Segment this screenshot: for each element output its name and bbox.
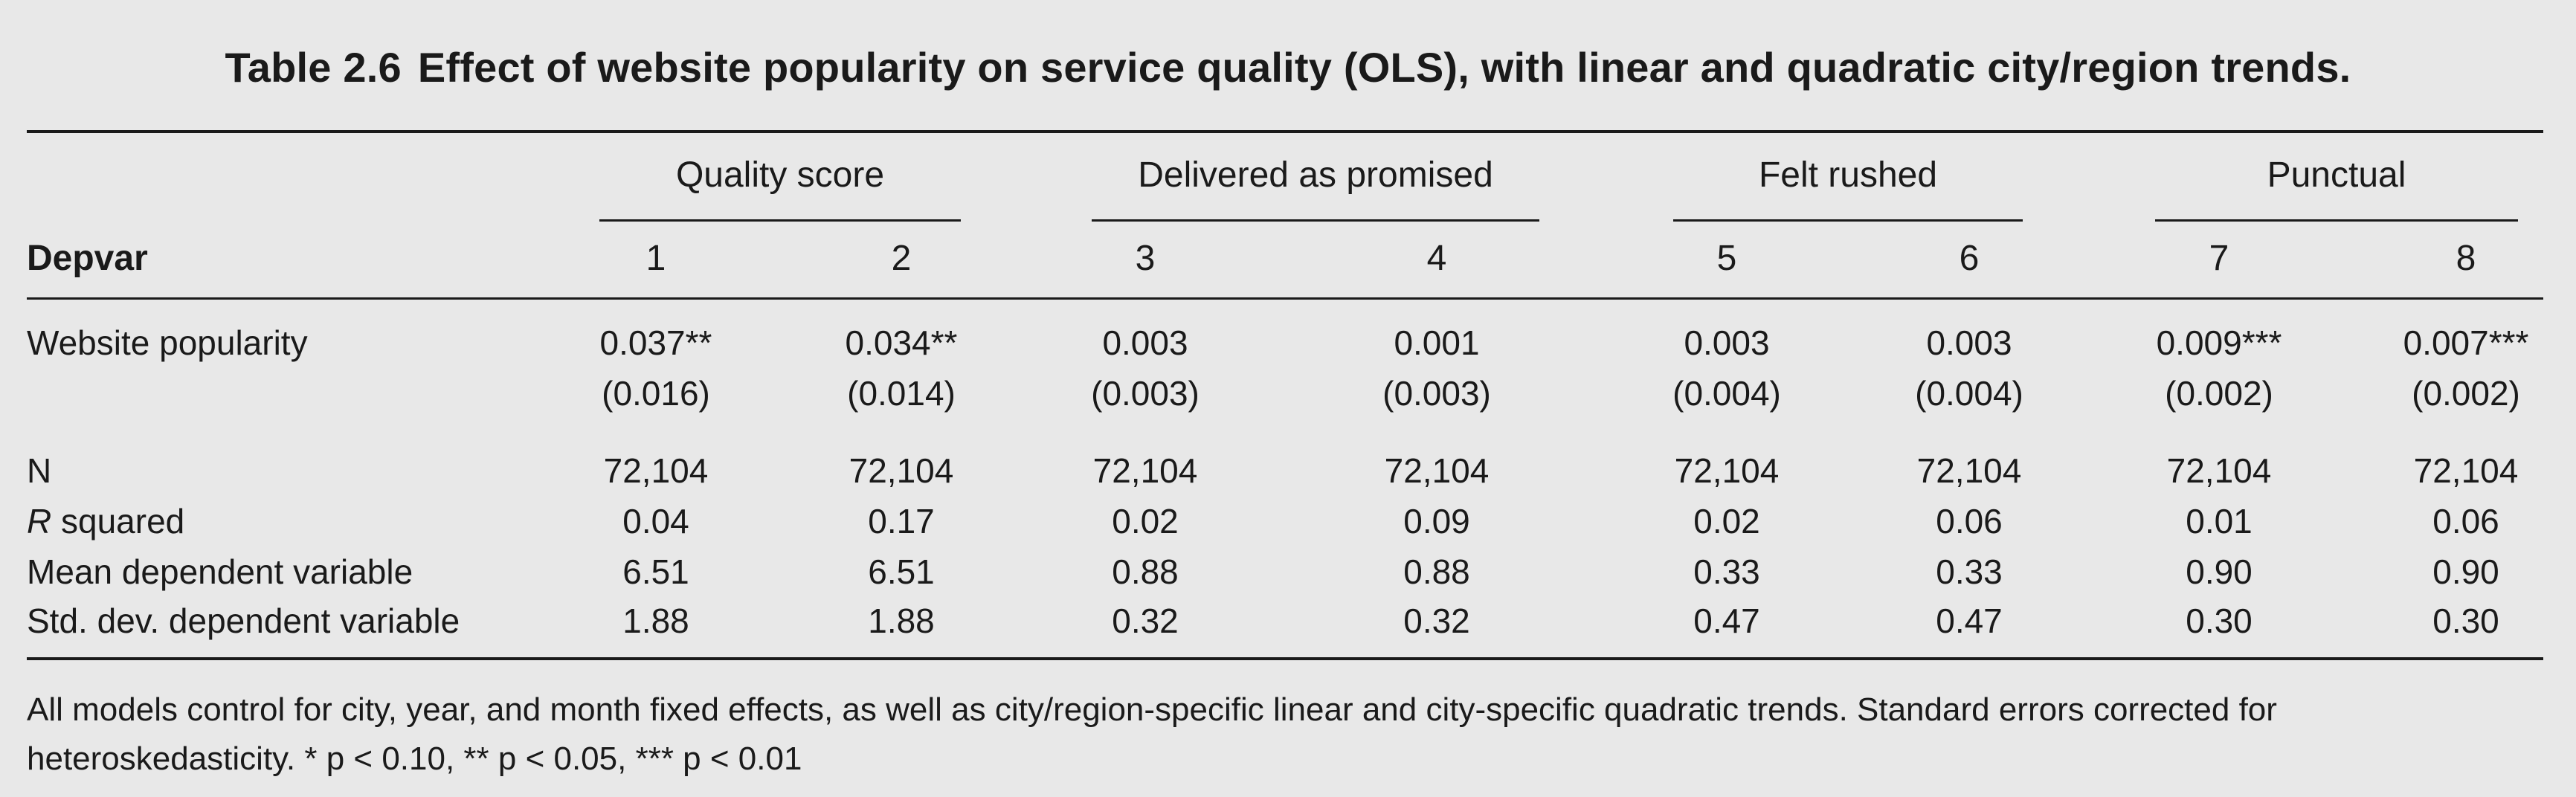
se-cell: (0.004) [1915, 374, 2023, 413]
n-cell: 72,104 [2166, 451, 2272, 490]
row-label-n: N [27, 451, 52, 490]
se-cell: (0.016) [602, 374, 710, 413]
sd-dep-cell: 1.88 [868, 601, 935, 640]
table-caption: Table 2.6 Effect of website popularity on… [0, 43, 2576, 91]
se-cell: (0.003) [1382, 374, 1491, 413]
mean-dep-cell: 0.88 [1403, 552, 1470, 591]
group-header-delivered-as-promised: Delivered as promised [1138, 155, 1493, 195]
sd-dep-cell: 1.88 [622, 601, 689, 640]
se-cell: (0.002) [2412, 374, 2520, 413]
table-note: All models control for city, year, and m… [27, 691, 2277, 777]
r-squared-cell: 0.06 [1936, 502, 2003, 541]
coef-cell: 0.009*** [2156, 323, 2282, 362]
group-header-punctual: Punctual [2267, 155, 2406, 195]
sd-dep-cell: 0.32 [1403, 601, 1470, 640]
mean-dep-cell: 0.90 [2432, 552, 2499, 591]
table-number: Table 2.6 [225, 44, 402, 91]
sd-dep-cell: 0.47 [1693, 601, 1760, 640]
row-label-r-squared: R squared [27, 501, 184, 541]
column-number-6: 6 [1959, 239, 1980, 278]
group-underline-punctual [2155, 219, 2518, 222]
r-squared-cell: 0.02 [1112, 502, 1179, 541]
mean-dep-cell: 6.51 [868, 552, 935, 591]
se-cell: (0.014) [847, 374, 956, 413]
coef-cell: 0.003 [1102, 323, 1188, 362]
se-cell: (0.004) [1672, 374, 1781, 413]
depvar-label: Depvar [27, 239, 148, 278]
r-squared-cell: 0.01 [2186, 502, 2253, 541]
mean-dep-cell: 0.88 [1112, 552, 1179, 591]
n-cell: 72,104 [1092, 451, 1198, 490]
sd-dep-cell: 0.30 [2186, 601, 2253, 640]
coef-cell: 0.034** [845, 323, 958, 362]
r-squared-cell: 0.17 [868, 502, 935, 541]
column-number-7: 7 [2209, 239, 2229, 278]
group-underline-delivered-as-promised [1092, 219, 1539, 222]
column-number-2: 2 [891, 239, 912, 278]
mean-dep-cell: 0.33 [1936, 552, 2003, 591]
coef-cell: 0.001 [1394, 323, 1480, 362]
group-underline-quality-score [599, 219, 961, 222]
column-number-5: 5 [1716, 239, 1737, 278]
coef-cell: 0.007*** [2403, 323, 2529, 362]
column-number-1: 1 [645, 239, 666, 278]
row-label-std-dev-dependent-variable: Std. dev. dependent variable [27, 601, 460, 640]
row-label-website-popularity: Website popularity [27, 323, 308, 362]
coef-cell: 0.037** [599, 323, 712, 362]
group-header-felt-rushed: Felt rushed [1758, 155, 1938, 195]
column-number-8: 8 [2456, 239, 2476, 278]
top-rule [27, 130, 2543, 133]
group-header-quality-score: Quality score [675, 155, 885, 195]
n-cell: 72,104 [603, 451, 709, 490]
r-squared-cell: 0.02 [1693, 502, 1760, 541]
group-underline-felt-rushed [1673, 219, 2023, 222]
sd-dep-cell: 0.30 [2432, 601, 2499, 640]
sd-dep-cell: 0.32 [1112, 601, 1179, 640]
mean-dep-cell: 0.33 [1693, 552, 1760, 591]
column-number-3: 3 [1135, 239, 1156, 278]
coef-cell: 0.003 [1684, 323, 1770, 362]
n-cell: 72,104 [1916, 451, 2022, 490]
se-cell: (0.002) [2165, 374, 2273, 413]
n-cell: 72,104 [2413, 451, 2519, 490]
r-squared-rest: squared [51, 502, 185, 541]
column-number-4: 4 [1426, 239, 1447, 278]
table-title: Effect of website popularity on service … [417, 44, 2351, 91]
n-cell: 72,104 [1674, 451, 1780, 490]
header-rule [27, 297, 2543, 300]
row-label-mean-dependent-variable: Mean dependent variable [27, 552, 413, 591]
r-squared-cell: 0.09 [1403, 502, 1470, 541]
mean-dep-cell: 0.90 [2186, 552, 2253, 591]
mean-dep-cell: 6.51 [622, 552, 689, 591]
r-italic: R [27, 502, 52, 541]
r-squared-cell: 0.04 [622, 502, 689, 541]
se-cell: (0.003) [1091, 374, 1200, 413]
sd-dep-cell: 0.47 [1936, 601, 2003, 640]
bottom-rule [27, 657, 2543, 660]
n-cell: 72,104 [849, 451, 954, 490]
r-squared-cell: 0.06 [2432, 502, 2499, 541]
coef-cell: 0.003 [1926, 323, 2012, 362]
n-cell: 72,104 [1384, 451, 1490, 490]
